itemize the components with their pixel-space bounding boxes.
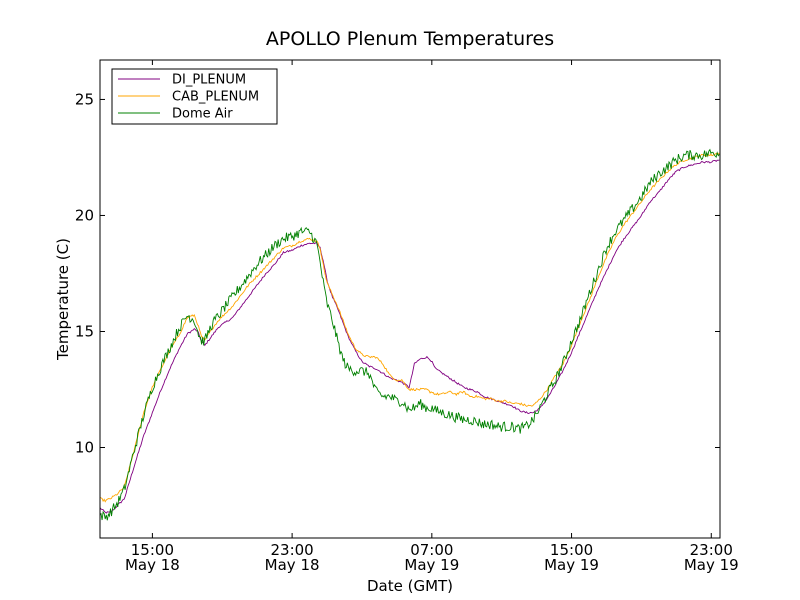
- x-tick-date: May 18: [125, 556, 180, 574]
- x-tick-label: 15:00: [131, 541, 174, 559]
- x-tick-label: 15:00: [550, 541, 593, 559]
- y-tick-label: 20: [75, 206, 94, 224]
- x-tick-date: May 19: [544, 556, 599, 574]
- x-tick-date: May 19: [684, 556, 739, 574]
- y-tick-label: 25: [75, 90, 94, 108]
- series-line-cab-plenum: [100, 152, 720, 503]
- y-axis: 10 15 20 25: [75, 90, 720, 457]
- y-tick-label: 10: [75, 439, 94, 457]
- x-tick-label: 23:00: [690, 541, 733, 559]
- series-line-dome-air: [100, 148, 720, 521]
- legend-label: DI_PLENUM: [172, 73, 246, 88]
- x-tick-label: 23:00: [270, 541, 313, 559]
- legend-label: Dome Air: [172, 107, 233, 122]
- x-axis-label: Date (GMT): [367, 577, 453, 595]
- plot-area: [100, 148, 720, 521]
- y-axis-label: Temperature (C): [54, 238, 72, 361]
- x-tick-label: 07:00: [410, 541, 453, 559]
- legend: DI_PLENUM CAB_PLENUM Dome Air: [111, 68, 278, 125]
- axes-frame: [99, 59, 721, 539]
- x-tick-date: May 18: [265, 556, 320, 574]
- chart-title: APOLLO Plenum Temperatures: [266, 28, 554, 50]
- legend-box: [111, 68, 278, 125]
- y-tick-label: 15: [75, 322, 94, 340]
- x-tick-date: May 19: [404, 556, 459, 574]
- legend-label: CAB_PLENUM: [172, 90, 259, 105]
